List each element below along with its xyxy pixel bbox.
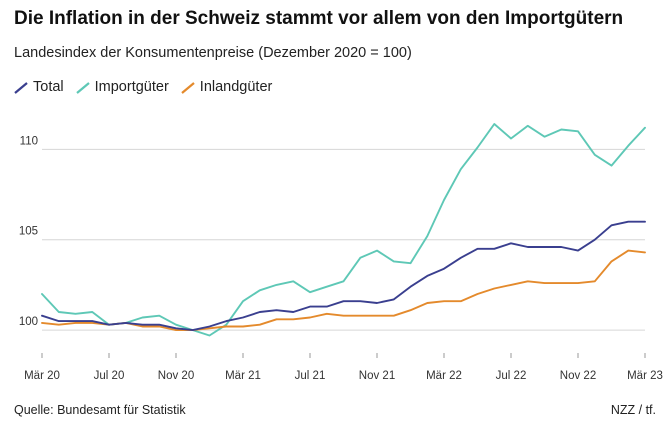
x-tick-label: Nov 21 bbox=[359, 370, 395, 382]
legend-item-total: Total bbox=[14, 79, 64, 95]
source-note: Quelle: Bundesamt für Statistik bbox=[14, 403, 186, 417]
credit-note: NZZ / tf. bbox=[610, 403, 656, 417]
legend-item-inlandgueter: Inlandgüter bbox=[181, 79, 273, 95]
legend-label-importgueter: Importgüter bbox=[94, 79, 169, 95]
legend-swatch-total bbox=[14, 82, 28, 94]
legend-swatch-importgueter bbox=[75, 82, 90, 94]
x-tick-label: Jul 21 bbox=[295, 370, 326, 382]
x-tick-label: Jul 22 bbox=[496, 370, 527, 382]
chart-legend: Total Importgüter Inlandgüter bbox=[14, 79, 272, 95]
chart-title: Die Inflation in der Schweiz stammt vor … bbox=[14, 8, 624, 29]
legend-item-importgueter: Importgüter bbox=[75, 79, 169, 95]
y-tick-label: 100 bbox=[19, 316, 38, 328]
series-line-inlandgueter bbox=[41, 249, 646, 332]
y-tick-label: 105 bbox=[19, 226, 38, 238]
legend-label-inlandgueter: Inlandgüter bbox=[199, 79, 273, 95]
x-tick-label: Mär 20 bbox=[24, 370, 60, 382]
x-tick-label: Nov 22 bbox=[560, 370, 596, 382]
x-tick-label: Mär 23 bbox=[627, 370, 663, 382]
chart-subtitle: Landesindex der Konsumentenpreise (Dezem… bbox=[14, 45, 412, 61]
x-tick-label: Mär 21 bbox=[225, 370, 261, 382]
y-tick-label: 110 bbox=[20, 135, 38, 147]
x-tick-label: Mär 22 bbox=[426, 370, 462, 382]
x-tick-label: Jul 20 bbox=[94, 370, 125, 382]
series-line-importgueter bbox=[41, 123, 646, 337]
legend-swatch-inlandgueter bbox=[181, 82, 195, 94]
legend-label-total: Total bbox=[33, 79, 64, 95]
x-tick-label: Nov 20 bbox=[158, 370, 194, 382]
series-line-total bbox=[41, 220, 646, 332]
